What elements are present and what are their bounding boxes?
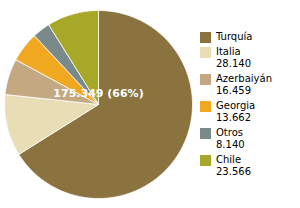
html-text:Otros 8.140: Otros 8.140 — [216, 126, 245, 150]
html-text:Chile 23.566: Chile 23.566 — [216, 153, 251, 177]
html-text:Georgia 13.662: Georgia 13.662 — [216, 99, 256, 123]
svg-text:175.349 (66%): 175.349 (66%) — [53, 87, 143, 100]
html-text:Italia 28.140: Italia 28.140 — [216, 45, 251, 69]
html-text:Turquía: Turquía — [216, 30, 253, 42]
html-text:Azerbaiyán 16.459: Azerbaiyán 16.459 — [216, 72, 272, 96]
